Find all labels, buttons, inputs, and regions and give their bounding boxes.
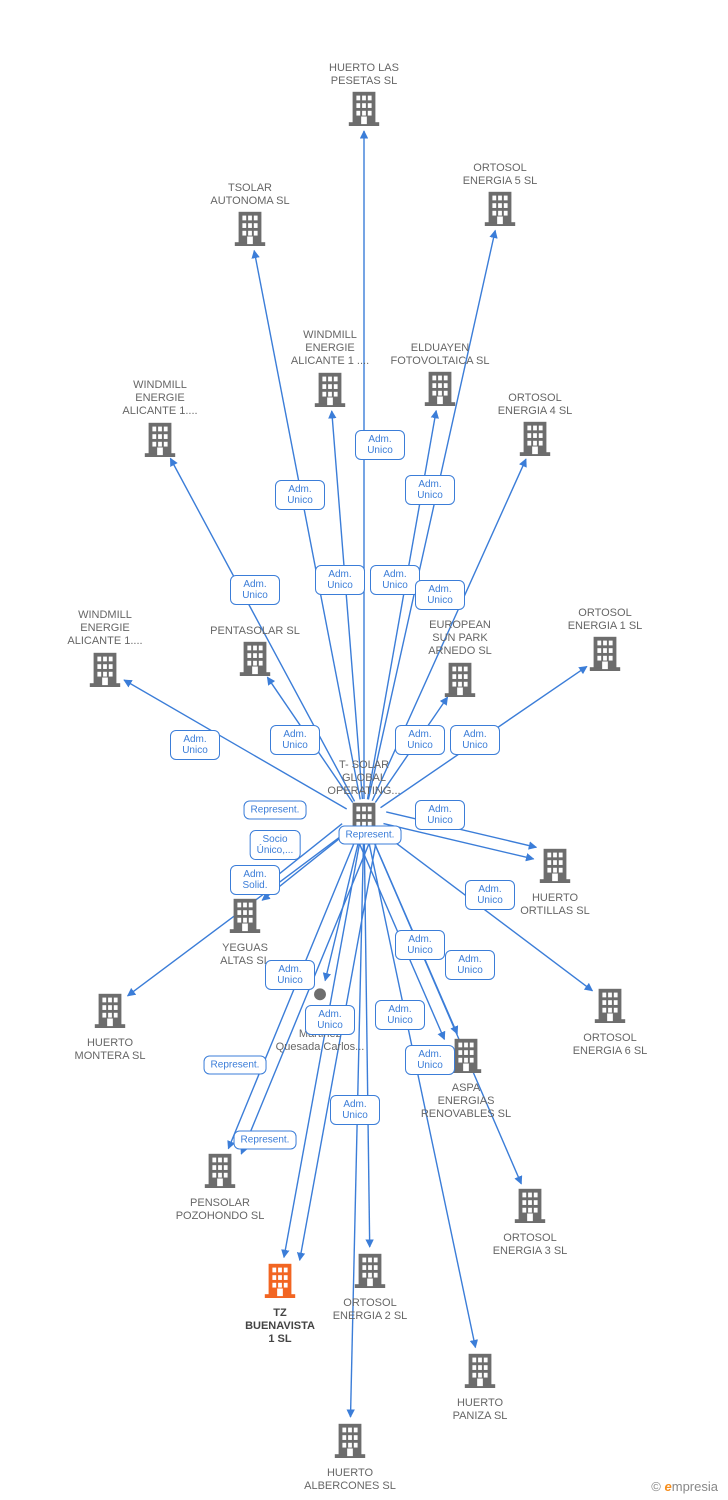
edge-label: Adm.Unico <box>270 725 320 755</box>
edge-center-ortosol5 <box>368 230 495 799</box>
edge-label: Adm.Unico <box>395 930 445 960</box>
edge-label: SocioÚnico,... <box>250 830 301 860</box>
edge-label: Adm.Unico <box>315 565 365 595</box>
edge-label: Adm.Unico <box>465 880 515 910</box>
node-label: T- SOLARGLOBALOPERATING... <box>304 759 424 799</box>
node-label: HUERTOPANIZA SL <box>420 1397 540 1423</box>
edge-label: Adm.Unico <box>415 800 465 830</box>
node-label: TSOLARAUTONOMA SL <box>190 182 310 208</box>
network-canvas: T- SOLARGLOBALOPERATING... MartinezQuesa… <box>0 0 728 1500</box>
edge-label: Adm.Unico <box>305 1005 355 1035</box>
node-windmill_b[interactable]: WINDMILLENERGIEALICANTE 1 .... <box>270 325 390 412</box>
node-tsolar_auto[interactable]: TSOLARAUTONOMA SL <box>190 178 310 251</box>
node-label: ORTOSOLENERGIA 1 SL <box>545 607 665 633</box>
node-european_sun[interactable]: EUROPEANSUN PARKARNEDO SL <box>400 615 520 702</box>
node-label: ORTOSOLENERGIA 3 SL <box>470 1232 590 1258</box>
edge-label: Adm.Unico <box>230 575 280 605</box>
node-label: ORTOSOLENERGIA 4 SL <box>475 392 595 418</box>
node-tz_buena[interactable]: TZBUENAVISTA1 SL <box>220 1260 340 1347</box>
node-label: EUROPEANSUN PARKARNEDO SL <box>400 619 520 659</box>
node-pensolar[interactable]: PENSOLARPOZOHONDO SL <box>160 1150 280 1223</box>
edge-label: Adm.Unico <box>405 475 455 505</box>
node-ortosol4[interactable]: ORTOSOLENERGIA 4 SL <box>475 388 595 461</box>
edge-center-huerto_alber <box>350 839 363 1417</box>
edge-label: Adm.Unico <box>265 960 315 990</box>
node-label: WINDMILLENERGIEALICANTE 1 .... <box>270 329 390 369</box>
edge-label: Adm.Unico <box>405 1045 455 1075</box>
edge-label: Represent. <box>204 1056 267 1075</box>
brand-initial: e <box>665 1479 672 1494</box>
footer-brand: © empresia <box>651 1479 718 1494</box>
node-huerto_paniza[interactable]: HUERTOPANIZA SL <box>420 1350 540 1423</box>
node-ortosol6[interactable]: ORTOSOLENERGIA 6 SL <box>550 985 670 1058</box>
edge-label: Adm.Unico <box>450 725 500 755</box>
node-label: ASPAENERGIASRENOVABLES SL <box>406 1082 526 1122</box>
node-label: WINDMILLENERGIEALICANTE 1.... <box>100 379 220 419</box>
node-label: ELDUAYENFOTOVOLTAICA SL <box>380 342 500 368</box>
edge-label: Adm.Unico <box>275 480 325 510</box>
edge-center-windmill_b <box>332 411 363 799</box>
edge-label: Represent. <box>339 826 402 845</box>
edge-center-person <box>325 838 359 980</box>
edge-label: Adm.Solid. <box>230 865 280 895</box>
node-label: HUERTOALBERCONES SL <box>290 1467 410 1493</box>
edge-label: Adm.Unico <box>330 1095 380 1125</box>
node-ortosol1[interactable]: ORTOSOLENERGIA 1 SL <box>545 603 665 676</box>
node-label: ORTOSOLENERGIA 6 SL <box>550 1032 670 1058</box>
node-label: ORTOSOLENERGIA 5 SL <box>440 162 560 188</box>
node-label: WINDMILLENERGIEALICANTE 1.... <box>45 609 165 649</box>
node-huerto_mont[interactable]: HUERTOMONTERA SL <box>50 990 170 1063</box>
edge-label: Adm.Unico <box>415 580 465 610</box>
node-label: HUERTOMONTERA SL <box>50 1037 170 1063</box>
node-huerto_pesetas[interactable]: HUERTO LASPESETAS SL <box>304 58 424 131</box>
node-label: TZBUENAVISTA1 SL <box>220 1307 340 1347</box>
edge-label: Represent. <box>244 801 307 820</box>
node-windmill_a[interactable]: WINDMILLENERGIEALICANTE 1.... <box>100 375 220 462</box>
node-pentasolar[interactable]: PENTASOLAR SL <box>195 621 315 681</box>
edge-label: Adm.Unico <box>170 730 220 760</box>
node-label: PENSOLARPOZOHONDO SL <box>160 1197 280 1223</box>
node-label: HUERTO LASPESETAS SL <box>304 62 424 88</box>
edge-label: Adm.Unico <box>375 1000 425 1030</box>
node-ortosol5[interactable]: ORTOSOLENERGIA 5 SL <box>440 158 560 231</box>
edge-label: Represent. <box>234 1131 297 1150</box>
edge-label: Adm.Unico <box>395 725 445 755</box>
edge-label: Adm.Unico <box>355 430 405 460</box>
node-ortosol3[interactable]: ORTOSOLENERGIA 3 SL <box>470 1185 590 1258</box>
node-windmill_c[interactable]: WINDMILLENERGIEALICANTE 1.... <box>45 605 165 692</box>
node-yeguas[interactable]: YEGUASALTAS SL <box>185 895 305 968</box>
edge-label: Adm.Unico <box>445 950 495 980</box>
node-huerto_alber[interactable]: HUERTOALBERCONES SL <box>290 1420 410 1493</box>
copyright-symbol: © <box>651 1479 661 1494</box>
node-label: PENTASOLAR SL <box>195 625 315 638</box>
edge-label: Adm.Unico <box>370 565 420 595</box>
brand-rest: mpresia <box>672 1479 718 1494</box>
